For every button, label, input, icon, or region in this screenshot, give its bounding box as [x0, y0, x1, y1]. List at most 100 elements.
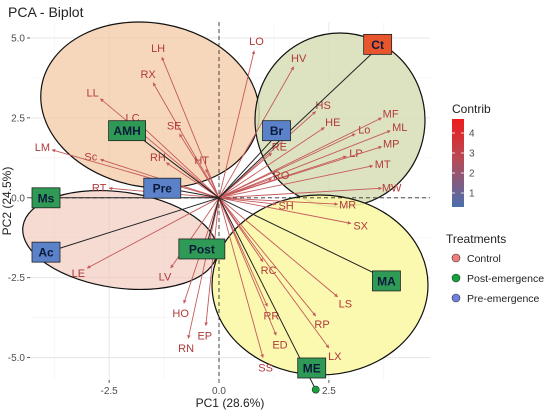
vector-lc: [139, 123, 220, 199]
vector-label-se: SE: [167, 120, 182, 132]
treatment-box-br: [262, 120, 291, 142]
vector-sh: [218, 197, 277, 206]
legend-marker-pre-emergence: [451, 293, 461, 303]
vector-label-ho: HO: [172, 308, 189, 320]
treatment-arrow-ma: [218, 197, 391, 282]
vector-label-ml: ML: [392, 122, 407, 134]
vector-label-lv: LV: [159, 271, 172, 283]
vector-label-lx: LX: [328, 351, 342, 363]
vector-ro: [218, 178, 273, 199]
treatment-labels: Ct Br AMH Pre Ms Ac Post MA ME: [31, 33, 401, 379]
colorbar-tick-label: 4: [469, 129, 475, 140]
y-tick-label: 2.5: [11, 113, 25, 124]
y-tick-label: -2.5: [8, 273, 26, 284]
vector-ml: [218, 130, 391, 199]
y-axis-label: PC2 (24.5%): [0, 167, 14, 236]
vector-label-rn: RN: [178, 343, 194, 355]
vector-label-he: HE: [325, 117, 340, 129]
treatment-box-ct: [363, 33, 393, 55]
vector-label-lh: LH: [151, 43, 165, 55]
vector-label-ed: ED: [272, 339, 287, 351]
vector-rh: [165, 162, 220, 199]
vector-label-lp: LP: [349, 148, 362, 160]
treatment-label-ac: Ac: [38, 246, 54, 260]
colorbar-tick-label: 1: [469, 189, 475, 200]
treatment-point-me: [311, 385, 320, 394]
legend-marker-control: [451, 253, 461, 263]
vector-label-sx: SX: [353, 220, 368, 232]
vector-label-rx: RX: [140, 69, 156, 81]
vector-label-sh: SH: [278, 200, 293, 212]
x-axis-label: PC1 (28.6%): [196, 396, 265, 410]
vector-se: [179, 133, 220, 199]
colorbar: Contrib 1 2 3 4: [452, 102, 491, 207]
vector-hs: [218, 111, 317, 199]
treatment-arrow-ac: [47, 197, 220, 253]
vector-label-hv: HV: [291, 53, 307, 65]
treatment-label-br: Br: [270, 124, 284, 138]
vector-ed: [218, 197, 277, 336]
treatment-label-post: Post: [189, 242, 215, 256]
vector-label-mp: MP: [383, 139, 400, 151]
treatment-arrow-br: [218, 130, 281, 199]
vector-re: [218, 152, 273, 199]
treatment-box-ac: [31, 241, 61, 263]
colorbar-gradient: [452, 119, 464, 207]
treatment-box-amh: [108, 120, 146, 142]
y-tick-label: 0.0: [11, 193, 25, 204]
vector-label-ss: SS: [258, 362, 273, 374]
x-tick-label: 0.0: [212, 386, 226, 397]
treatment-label-ms: Ms: [38, 191, 55, 205]
treatment-label-amh: AMH: [113, 124, 140, 138]
vector-ht: [205, 168, 220, 198]
legend-title: Treatments: [446, 232, 506, 246]
vector-ll: [100, 98, 220, 199]
vector-he: [218, 127, 325, 199]
y-tick-label: -5.0: [8, 353, 26, 364]
vector-label-mf: MF: [383, 108, 399, 120]
vector-lx: [218, 197, 330, 349]
vector-lo: [218, 133, 356, 199]
y-tick-label: 5.0: [11, 33, 25, 44]
vector-ep: [204, 197, 220, 327]
vector-lh: [161, 56, 220, 198]
colorbar-tick-label: 2: [469, 169, 475, 180]
vector-label-re: RE: [272, 142, 287, 154]
vector-lo: [218, 50, 256, 198]
vector-mp: [218, 145, 382, 199]
colorbar-title: Contrib: [452, 102, 491, 116]
treatment-box-ms: [31, 187, 61, 209]
treatment-arrow-amh: [130, 130, 220, 199]
vector-mr: [218, 197, 339, 206]
vector-rn: [187, 197, 220, 339]
vector-label-ht: HT: [194, 155, 209, 167]
treatment-box-me: [297, 357, 327, 379]
legend-label-pre-emergence: Pre-emergence: [467, 293, 540, 305]
vector-label-lo: Lo: [358, 125, 370, 137]
vector-label-rt: RT: [92, 182, 107, 194]
vector-mt: [218, 164, 374, 199]
group-ellipses: [22, 21, 429, 376]
vector-label-mr: MR: [339, 200, 356, 212]
vector-ls: [218, 197, 338, 298]
vector-label-le: LE: [72, 268, 85, 280]
vector-label-ls: LS: [339, 298, 352, 310]
axes: -2.5 0.0 2.5 -5.0 -2.5 0.0 2.5 5.0: [8, 33, 337, 397]
vector-sx: [218, 197, 352, 225]
legend-marker-post-emergence: [451, 273, 461, 283]
vector-label-sc: Sc: [84, 151, 97, 163]
vector-lm: [51, 149, 220, 199]
vector-mf: [218, 117, 382, 199]
vector-rr: [218, 197, 268, 307]
vector-label-ll: LL: [87, 87, 99, 99]
vector-label-lm: LM: [35, 142, 50, 154]
treatment-box-pre: [143, 177, 182, 199]
vector-label-mt: MT: [375, 159, 391, 171]
vector-mw: [218, 186, 383, 199]
vector-label-rp: RP: [314, 319, 329, 331]
legend: Treatments Control Post-emergence Pre-emer…: [446, 232, 544, 305]
treatment-label-me: ME: [303, 362, 321, 376]
